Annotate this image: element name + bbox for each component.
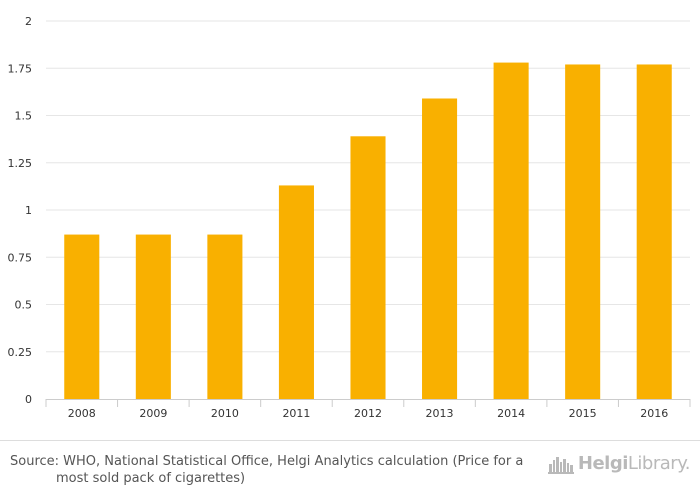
y-tick-label: 0: [25, 393, 32, 406]
source-line-2: most sold pack of cigarettes): [56, 471, 246, 486]
x-tick-label: 2009: [139, 407, 167, 420]
bar: [422, 98, 458, 400]
x-tick-labels: 2008 2009 2010 2011 2012 2013 2014 2015 2016: [68, 407, 668, 420]
skyline-icon: [547, 457, 574, 474]
x-tick-label: 2016: [640, 407, 668, 420]
brand-name: HelgiLibrary.: [577, 453, 691, 474]
x-tick-label: 2013: [426, 407, 454, 420]
brand-name-bold: Helgi: [577, 453, 629, 474]
bars: [64, 62, 672, 400]
helgi-library-logo: HelgiLibrary.: [547, 453, 691, 474]
y-tick-label: 0.75: [8, 251, 33, 264]
x-tick-label: 2008: [68, 407, 96, 420]
y-tick-label: 1.5: [15, 110, 33, 123]
y-tick-label: 1.75: [8, 62, 33, 75]
x-axis: [45, 399, 691, 407]
x-tick-label: 2014: [497, 407, 525, 420]
bar: [636, 64, 672, 399]
x-tick-label: 2012: [354, 407, 382, 420]
brand-name-light: Library.: [627, 453, 691, 474]
bar: [493, 62, 529, 400]
bar: [64, 234, 100, 399]
bar: [207, 234, 243, 399]
bar: [278, 185, 314, 399]
bar: [565, 64, 601, 399]
y-tick-label: 1: [25, 204, 32, 217]
bar: [350, 136, 386, 400]
source-note: Source: WHO, National Statistical Office…: [10, 453, 530, 487]
x-tick-label: 2015: [569, 407, 597, 420]
y-tick-label: 0.5: [15, 299, 33, 312]
bar: [135, 234, 171, 399]
y-tick-label: 1.25: [8, 157, 33, 170]
x-tick-label: 2011: [282, 407, 310, 420]
footer: Source: WHO, National Statistical Office…: [0, 440, 700, 501]
y-tick-label: 0.25: [8, 346, 33, 359]
y-tick-label: 2: [25, 15, 32, 28]
y-tick-labels: 0 0.25 0.5 0.75 1 1.25 1.5 1.75 2: [8, 15, 33, 406]
x-tick-label: 2010: [211, 407, 239, 420]
source-line-1: Source: WHO, National Statistical Office…: [10, 454, 524, 469]
